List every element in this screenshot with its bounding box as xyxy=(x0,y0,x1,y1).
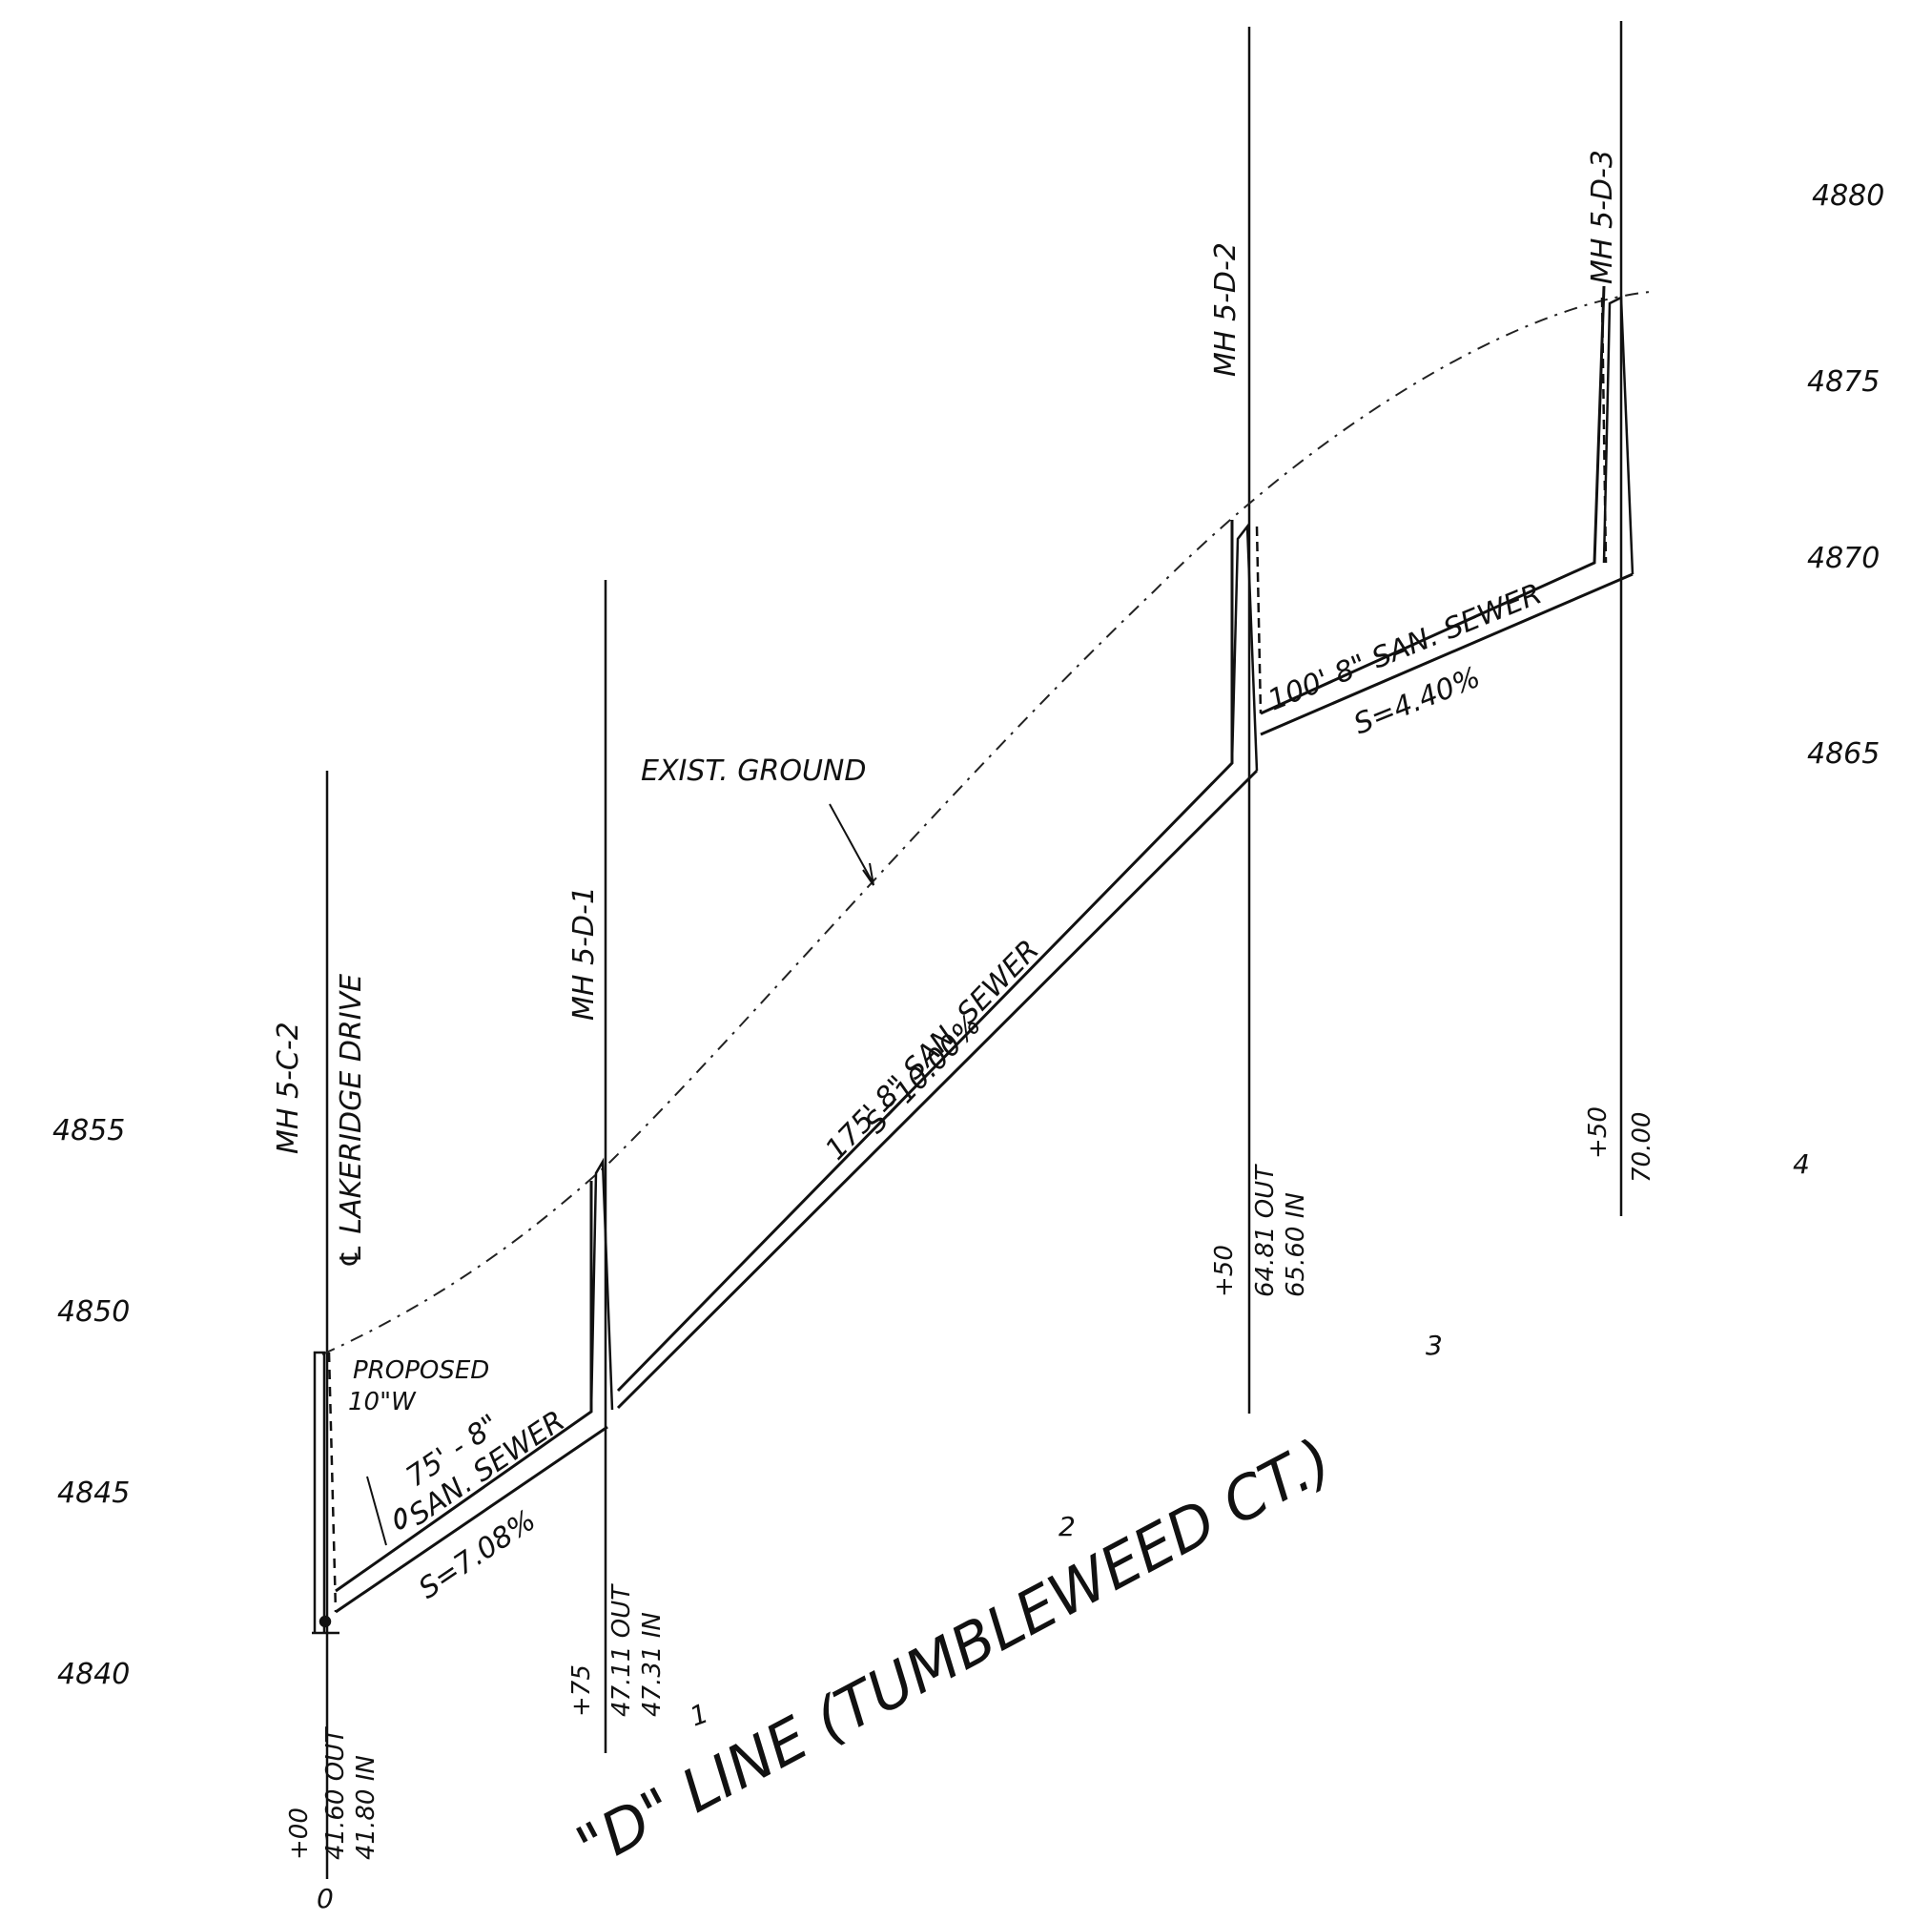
station-lines xyxy=(325,21,1623,1879)
station-number-3: 3 xyxy=(1426,1330,1443,1361)
station-label-250: +50 xyxy=(1210,1245,1239,1297)
invert-out-5-d-2: 64.81 OUT xyxy=(1251,1164,1280,1297)
station-number-4: 4 xyxy=(1793,1148,1810,1180)
elevation-labels-left: 4855 4850 4845 4840 xyxy=(52,1114,130,1691)
station-label-075: +75 xyxy=(567,1664,596,1717)
manholes xyxy=(312,296,1634,1635)
proposed-water-line: PROPOSED 10"W xyxy=(348,1356,489,1546)
proposed-size-label: 10"W xyxy=(348,1388,417,1416)
manhole-5-d-2 xyxy=(1230,523,1259,772)
manhole-name-5-c-2: MH 5-C-2 xyxy=(272,1022,305,1154)
elevation-label-4845: 4845 xyxy=(57,1477,130,1510)
invert-out-5-c-2: 41.60 OUT xyxy=(321,1726,350,1860)
pipe-2-slope: S=10.00% xyxy=(859,1008,988,1140)
station-label-350: +50 xyxy=(1584,1106,1613,1159)
station-numbers: 0 1 2 3 4 xyxy=(317,1148,1810,1914)
elevation-label-4855: 4855 xyxy=(52,1114,125,1147)
sewer-pipe xyxy=(335,285,1634,1614)
pipe-upper-line-3 xyxy=(1260,285,1606,715)
existing-ground-label: EXIST. GROUND xyxy=(641,754,866,788)
elevation-label-4870: 4870 xyxy=(1807,542,1880,575)
existing-ground-arrow xyxy=(829,803,874,883)
manhole-5-d-3 xyxy=(1602,296,1634,575)
station-labels: +00 41.60 OUT 41.80 IN +75 47.11 OUT 47.… xyxy=(285,1106,1656,1860)
existing-ground-arrowhead xyxy=(862,862,874,886)
manhole-name-5-d-1: MH 5-D-1 xyxy=(567,886,601,1021)
proposed-label: PROPOSED xyxy=(353,1356,489,1385)
pipe-lower-line-3 xyxy=(1260,572,1634,736)
manhole-5-d-3-dashed-wall xyxy=(1600,297,1608,564)
proposed-water-symbol xyxy=(394,1507,407,1530)
pipe-upper-line-1 xyxy=(335,1181,593,1593)
manhole-5-d-2-dashed-wall xyxy=(1255,526,1263,714)
elevation-label-4840: 4840 xyxy=(57,1658,130,1691)
existing-ground-line xyxy=(321,291,1651,1355)
elevation-labels-right: 4880 4875 4870 4865 xyxy=(1807,179,1884,771)
elevation-label-4875: 4875 xyxy=(1807,365,1880,399)
pipe-lower-line-2 xyxy=(616,769,1259,1410)
elevation-label-4880: 4880 xyxy=(1812,179,1884,213)
invert-in-5-d-2: 65.60 IN xyxy=(1282,1192,1310,1297)
invert-in-5-c-2: 41.80 IN xyxy=(352,1755,380,1860)
rim-elevation-5-d-3: 70.00 xyxy=(1628,1112,1656,1183)
proposed-water-leader xyxy=(366,1476,387,1546)
manhole-5-d-1 xyxy=(589,1157,614,1413)
invert-out-5-d-1: 47.11 OUT xyxy=(607,1583,636,1717)
manhole-name-5-d-3: MH 5-D-3 xyxy=(1586,150,1619,284)
profile-title: "D" LINE (TUMBLEWEED CT.) xyxy=(565,1425,1343,1883)
pipe-lower-line-1 xyxy=(335,1425,608,1614)
manhole-5-c-2 xyxy=(313,1351,326,1633)
station-number-1: 1 xyxy=(686,1697,712,1732)
manhole-5-c-2-invert xyxy=(319,1615,332,1628)
street-label: ℄ LAKERIDGE DRIVE xyxy=(335,974,368,1269)
station-number-0: 0 xyxy=(317,1883,334,1914)
pipe-upper-line-2 xyxy=(616,520,1234,1393)
elevation-label-4865: 4865 xyxy=(1807,737,1880,771)
station-label-000: +00 xyxy=(285,1807,314,1860)
elevation-label-4850: 4850 xyxy=(57,1295,130,1329)
invert-in-5-d-1: 47.31 IN xyxy=(638,1612,667,1717)
station-number-2: 2 xyxy=(1058,1511,1076,1542)
manhole-5-c-2-dashed-wall xyxy=(327,1352,338,1613)
manhole-name-5-d-2: MH 5-D-2 xyxy=(1209,242,1243,377)
